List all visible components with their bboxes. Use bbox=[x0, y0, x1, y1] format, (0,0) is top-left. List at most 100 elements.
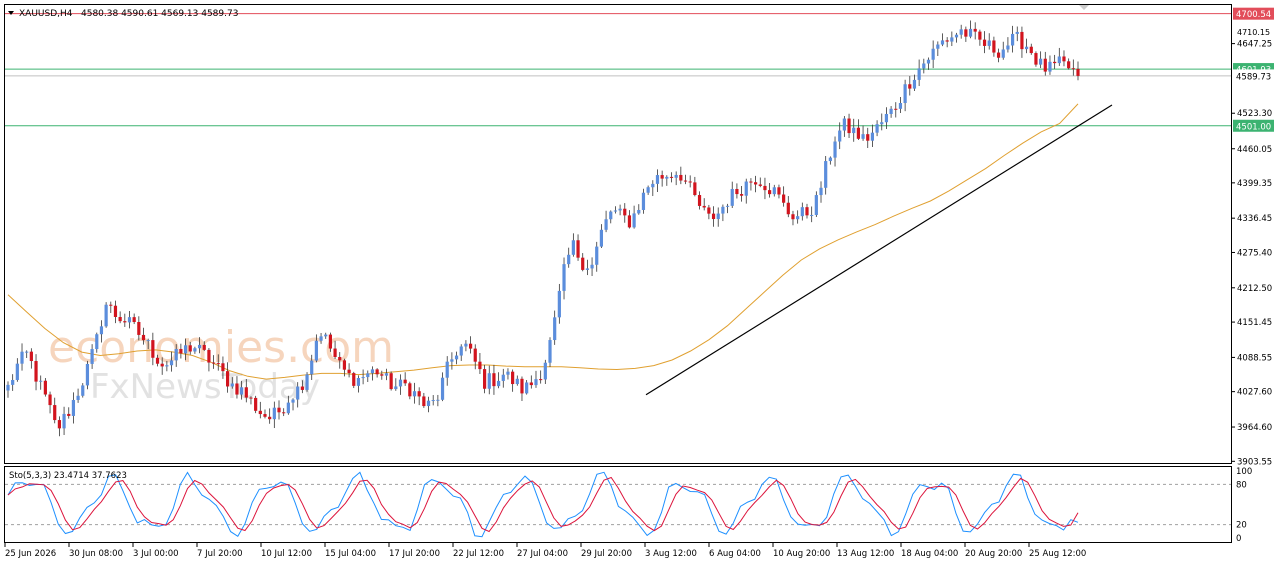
candlestick[interactable] bbox=[912, 74, 917, 92]
candlestick[interactable] bbox=[908, 76, 912, 96]
candlestick[interactable] bbox=[824, 155, 828, 195]
candlestick[interactable] bbox=[328, 332, 333, 352]
candlestick[interactable] bbox=[183, 338, 188, 361]
candlestick[interactable] bbox=[254, 395, 258, 414]
candlestick[interactable] bbox=[725, 203, 730, 214]
candlestick[interactable] bbox=[141, 327, 146, 345]
candlestick[interactable] bbox=[917, 59, 921, 87]
candlestick[interactable] bbox=[48, 391, 52, 414]
candlestick[interactable] bbox=[898, 96, 903, 114]
moving-average-line[interactable] bbox=[7, 103, 1079, 380]
candlestick[interactable] bbox=[1029, 43, 1033, 55]
candlestick[interactable] bbox=[398, 374, 403, 395]
candlestick[interactable] bbox=[772, 184, 776, 197]
candlestick[interactable] bbox=[478, 352, 482, 375]
candlestick[interactable] bbox=[468, 336, 473, 354]
candlestick[interactable] bbox=[151, 332, 155, 366]
candlestick[interactable] bbox=[693, 176, 697, 197]
candlestick[interactable] bbox=[296, 382, 300, 408]
candlestick[interactable] bbox=[721, 204, 725, 222]
candlestick[interactable] bbox=[581, 253, 585, 272]
candlestick[interactable] bbox=[730, 181, 734, 209]
candlestick[interactable] bbox=[945, 37, 949, 48]
candlestick[interactable] bbox=[590, 257, 594, 276]
candlestick[interactable] bbox=[609, 210, 613, 224]
candlestick[interactable] bbox=[548, 337, 552, 367]
candlestick[interactable] bbox=[655, 169, 660, 192]
candlestick[interactable] bbox=[118, 311, 122, 324]
candlestick[interactable] bbox=[380, 370, 384, 380]
candlestick[interactable] bbox=[632, 205, 636, 229]
candlestick[interactable] bbox=[53, 397, 57, 424]
candlestick[interactable] bbox=[155, 354, 160, 367]
candlestick[interactable] bbox=[137, 316, 141, 341]
candlestick[interactable] bbox=[515, 375, 519, 386]
candlestick[interactable] bbox=[1076, 61, 1080, 81]
candlestick[interactable] bbox=[777, 184, 781, 199]
candlestick[interactable] bbox=[674, 171, 678, 186]
candlestick[interactable] bbox=[1010, 25, 1015, 53]
candlestick[interactable] bbox=[637, 204, 641, 215]
candlestick[interactable] bbox=[211, 355, 216, 369]
candlestick[interactable] bbox=[169, 351, 174, 372]
candlestick[interactable] bbox=[384, 368, 389, 381]
candlestick[interactable] bbox=[936, 41, 940, 56]
candlestick[interactable] bbox=[71, 392, 76, 424]
candlestick[interactable] bbox=[123, 313, 127, 327]
candlestick[interactable] bbox=[249, 396, 253, 405]
candlestick[interactable] bbox=[431, 395, 435, 406]
candlestick[interactable] bbox=[1048, 55, 1052, 75]
candlestick[interactable] bbox=[76, 388, 80, 403]
candlestick[interactable] bbox=[987, 33, 991, 50]
candlestick[interactable] bbox=[646, 185, 650, 195]
candlestick[interactable] bbox=[557, 283, 561, 324]
candlestick[interactable] bbox=[525, 380, 529, 395]
candlestick[interactable] bbox=[412, 382, 417, 404]
candlestick[interactable] bbox=[314, 334, 318, 363]
candlestick[interactable] bbox=[922, 58, 926, 74]
support-trendline[interactable] bbox=[645, 104, 1113, 396]
candlestick[interactable] bbox=[319, 333, 323, 344]
candlestick[interactable] bbox=[342, 358, 347, 377]
candlestick[interactable] bbox=[20, 343, 24, 371]
chart-shift-marker-icon[interactable] bbox=[1079, 5, 1089, 10]
candlestick[interactable] bbox=[370, 366, 375, 381]
candlestick[interactable] bbox=[235, 376, 239, 399]
candlestick[interactable] bbox=[950, 31, 954, 47]
candlestick[interactable] bbox=[165, 360, 169, 372]
candlestick[interactable] bbox=[688, 175, 692, 188]
candlestick[interactable] bbox=[338, 352, 342, 369]
candlestick[interactable] bbox=[758, 177, 762, 188]
candlestick[interactable] bbox=[34, 354, 38, 391]
candlestick[interactable] bbox=[627, 210, 632, 229]
candlestick[interactable] bbox=[221, 356, 225, 379]
candlestick[interactable] bbox=[436, 394, 440, 407]
candlestick[interactable] bbox=[39, 375, 43, 390]
candlestick[interactable] bbox=[618, 204, 622, 216]
candlestick[interactable] bbox=[810, 206, 814, 223]
candlestick[interactable] bbox=[356, 375, 361, 393]
candlestick[interactable] bbox=[1015, 26, 1019, 42]
candlestick[interactable] bbox=[576, 234, 580, 261]
candlestick[interactable] bbox=[800, 202, 804, 221]
candlestick[interactable] bbox=[6, 381, 10, 398]
candlestick[interactable] bbox=[903, 79, 907, 112]
candlestick[interactable] bbox=[856, 119, 860, 141]
candlestick[interactable] bbox=[300, 380, 304, 394]
candlestick[interactable] bbox=[497, 372, 501, 389]
candlestick[interactable] bbox=[814, 191, 818, 218]
candlestick[interactable] bbox=[492, 364, 496, 395]
candlestick[interactable] bbox=[1001, 41, 1005, 60]
candlestick[interactable] bbox=[1062, 50, 1066, 67]
candlestick[interactable] bbox=[651, 180, 655, 197]
candlestick[interactable] bbox=[683, 174, 688, 185]
candlestick[interactable] bbox=[95, 332, 99, 353]
candlestick[interactable] bbox=[623, 203, 627, 223]
candlestick[interactable] bbox=[926, 57, 931, 70]
candlestick[interactable] bbox=[99, 320, 104, 343]
candlestick[interactable] bbox=[791, 210, 795, 226]
candlestick[interactable] bbox=[735, 183, 739, 199]
candlestick[interactable] bbox=[454, 351, 459, 365]
candlestick[interactable] bbox=[160, 357, 164, 375]
